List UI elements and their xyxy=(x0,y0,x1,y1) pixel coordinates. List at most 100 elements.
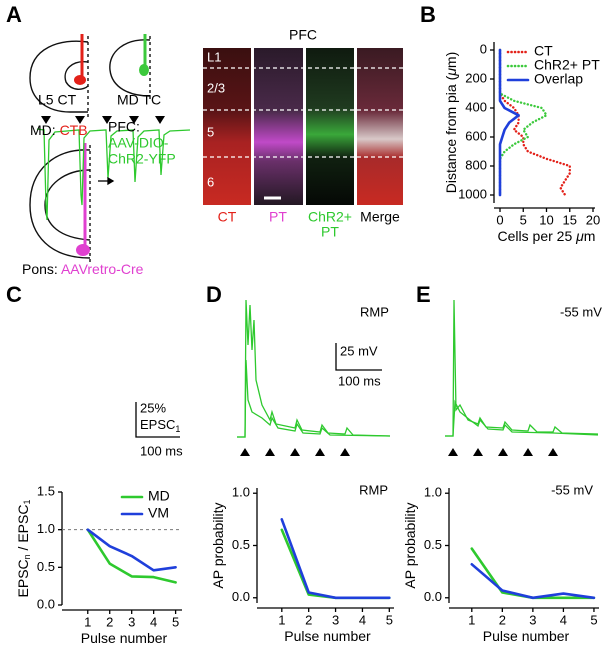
label-part: Pulse number xyxy=(81,630,168,646)
series-line xyxy=(470,547,596,600)
y-tick-label: 1.0 xyxy=(232,485,250,500)
brain-schematics xyxy=(29,34,151,262)
x-tick-label: 5 xyxy=(172,614,179,629)
x-tick-label: 4 xyxy=(359,612,366,627)
label-part: m) xyxy=(443,52,459,68)
y-tick-label: 0.5 xyxy=(232,537,250,552)
column-label: Merge xyxy=(360,209,400,225)
x-axis-label: Pulse number xyxy=(483,628,570,644)
brain-outline xyxy=(44,169,91,241)
panel-label: C xyxy=(6,282,22,307)
x-tick-label: 2 xyxy=(499,612,506,627)
column-label: PT xyxy=(269,209,287,225)
column-label: ChR2+ xyxy=(308,209,352,225)
image-channel xyxy=(254,48,303,205)
label-part: m xyxy=(584,228,596,244)
x-tick-label: 1 xyxy=(278,612,285,627)
x-axis-label: Pulse number xyxy=(81,630,168,646)
label-part: μ xyxy=(443,68,459,77)
y-tick-label: 600 xyxy=(465,128,487,143)
y-tick-label: 1.0 xyxy=(424,485,442,500)
label: ChR2-YFP xyxy=(108,151,176,167)
scale-label: 100 ms xyxy=(140,443,183,458)
legend-label: Overlap xyxy=(534,71,583,87)
brain-outline xyxy=(29,149,91,259)
label: MD: xyxy=(30,122,56,138)
legend-label: ChR2+ PT xyxy=(534,57,600,73)
scale-bar xyxy=(135,402,180,438)
scale-label: EPSC xyxy=(140,417,175,432)
label: Pons: xyxy=(22,261,58,277)
series-line xyxy=(470,563,596,600)
label-part: Pulse number xyxy=(483,628,570,644)
brain-outline xyxy=(64,61,89,90)
series-line xyxy=(498,48,520,197)
layer-label: 6 xyxy=(207,174,214,189)
label-part: Pulse number xyxy=(284,628,371,644)
image-channel xyxy=(357,48,403,205)
annotation: RMP xyxy=(359,482,388,497)
x-tick-label: 5 xyxy=(386,612,393,627)
label-part: / EPSC xyxy=(15,505,31,555)
scale-label: 25% xyxy=(140,400,166,415)
pathway-label: L5 CT xyxy=(38,92,77,108)
scale-bar xyxy=(335,343,382,371)
layer-label: 5 xyxy=(207,124,214,139)
injection-site xyxy=(76,244,90,256)
panel-label: B xyxy=(420,2,436,27)
label-part: Distance from pia ( xyxy=(443,75,459,193)
label: Pons: AAVretro-Cre xyxy=(22,261,144,277)
brain-outline xyxy=(29,40,89,113)
y-tick-label: 800 xyxy=(465,157,487,172)
stimulus-marker xyxy=(240,448,350,456)
condition-label: -55 mV xyxy=(560,304,602,319)
panel-label: E xyxy=(416,282,431,307)
micrograph xyxy=(203,48,403,205)
label: CTB xyxy=(60,122,88,138)
arrow-head xyxy=(107,176,115,186)
y-axis-label: Distance from pia (μm) xyxy=(443,52,459,193)
series-line xyxy=(86,528,177,572)
stimulus-marker xyxy=(448,448,558,456)
scale-bars xyxy=(98,176,382,438)
condition-label: RMP xyxy=(360,304,389,319)
x-axis-label: Cells per 25 μm xyxy=(498,228,596,244)
label: MD: CTB xyxy=(30,122,88,138)
voltage-trace xyxy=(445,299,599,437)
injection-site xyxy=(139,64,149,76)
x-tick-label: 1 xyxy=(84,614,91,629)
label-part: AP probability xyxy=(402,502,418,588)
label-part: 1 xyxy=(22,500,32,505)
image-channel xyxy=(203,48,251,205)
voltage-trace xyxy=(237,299,391,438)
x-tick-label: 3 xyxy=(128,614,135,629)
x-axis-label: Pulse number xyxy=(284,628,371,644)
layer-label: L1 xyxy=(207,49,221,64)
y-tick-label: 1.0 xyxy=(37,521,55,536)
column-label: PT xyxy=(321,224,339,240)
series-line xyxy=(280,518,391,600)
scale-label: 25 mV xyxy=(340,343,378,358)
y-tick-label: 400 xyxy=(465,99,487,114)
image-title: PFC xyxy=(289,27,317,43)
label-part: AP probability xyxy=(210,502,226,588)
x-tick-label: 2 xyxy=(305,612,312,627)
y-tick-label: 0.5 xyxy=(37,559,55,574)
voltage-trace xyxy=(237,359,391,438)
x-tick-label: 1 xyxy=(468,612,475,627)
label-part: μ xyxy=(575,228,584,244)
x-tick-label: 4 xyxy=(150,614,157,629)
brain-outline xyxy=(109,39,151,97)
x-tick-label: 4 xyxy=(560,612,567,627)
traces xyxy=(36,128,599,438)
y-tick-label: 0.0 xyxy=(37,596,55,611)
stimulus-markers xyxy=(41,116,558,456)
series-line xyxy=(86,528,177,584)
pathway-label: MD TC xyxy=(117,92,161,108)
x-tick-label: 3 xyxy=(332,612,339,627)
x-tick-label: 2 xyxy=(106,614,113,629)
x-tick-label: 5 xyxy=(590,612,597,627)
injection-site xyxy=(74,75,86,85)
x-tick-label: 15 xyxy=(563,212,577,227)
